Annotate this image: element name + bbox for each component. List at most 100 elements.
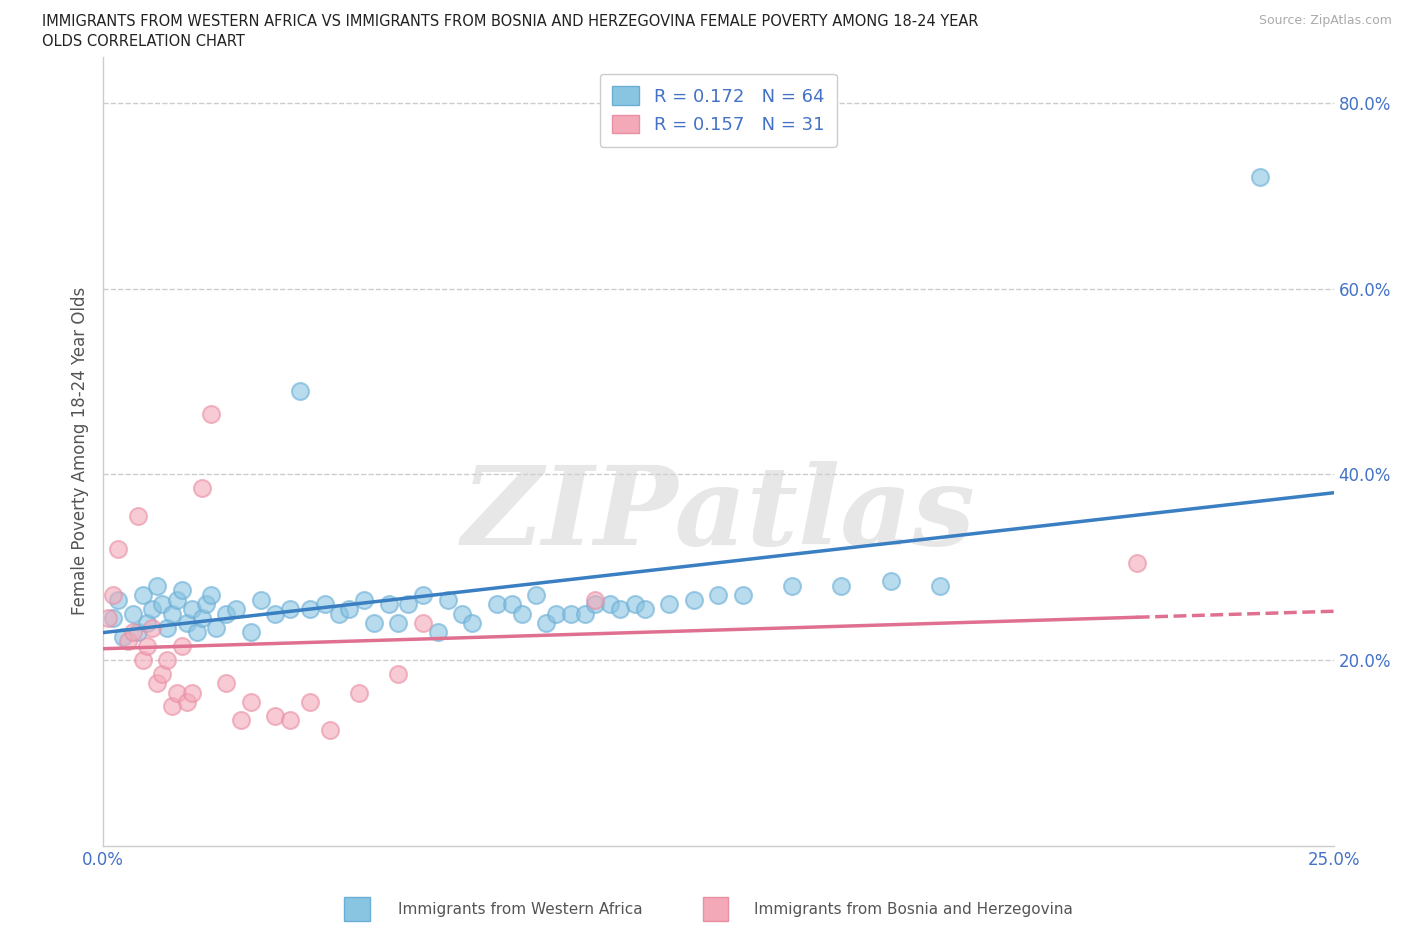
Point	[633, 602, 655, 617]
Text: Immigrants from Bosnia and Herzegovina: Immigrants from Bosnia and Herzegovina	[755, 902, 1073, 917]
Point	[150, 667, 173, 682]
Point	[239, 625, 262, 640]
Point	[141, 620, 163, 635]
Point	[436, 592, 458, 607]
Point	[180, 685, 202, 700]
Point	[830, 578, 852, 593]
Point	[412, 616, 434, 631]
Point	[583, 597, 606, 612]
Point	[707, 588, 730, 603]
Point	[180, 602, 202, 617]
Point	[288, 383, 311, 398]
Point	[101, 588, 124, 603]
Point	[1126, 555, 1149, 570]
Text: IMMIGRANTS FROM WESTERN AFRICA VS IMMIGRANTS FROM BOSNIA AND HERZEGOVINA FEMALE : IMMIGRANTS FROM WESTERN AFRICA VS IMMIGR…	[42, 14, 979, 29]
Point	[609, 602, 631, 617]
Point	[426, 625, 449, 640]
Point	[121, 606, 143, 621]
Point	[314, 597, 336, 612]
Point	[190, 481, 212, 496]
Point	[166, 592, 188, 607]
Point	[146, 676, 169, 691]
Point	[318, 723, 340, 737]
Point	[186, 625, 208, 640]
Text: ZIPatlas: ZIPatlas	[461, 460, 976, 568]
Point	[215, 606, 238, 621]
Point	[264, 709, 287, 724]
Point	[1249, 170, 1271, 185]
Point	[583, 592, 606, 607]
Legend: R = 0.172   N = 64, R = 0.157   N = 31: R = 0.172 N = 64, R = 0.157 N = 31	[600, 73, 837, 147]
Point	[136, 616, 159, 631]
Point	[160, 699, 183, 714]
Point	[412, 588, 434, 603]
Point	[278, 602, 301, 617]
Point	[170, 639, 193, 654]
Point	[170, 583, 193, 598]
Point	[560, 606, 582, 621]
Point	[731, 588, 754, 603]
Point	[485, 597, 508, 612]
Point	[658, 597, 681, 612]
Point	[136, 639, 159, 654]
Point	[623, 597, 645, 612]
Text: Immigrants from Western Africa: Immigrants from Western Africa	[398, 902, 643, 917]
Point	[176, 616, 198, 631]
Point	[107, 541, 129, 556]
Point	[121, 625, 143, 640]
Point	[166, 685, 188, 700]
Point	[141, 602, 163, 617]
Point	[278, 713, 301, 728]
Point	[879, 574, 901, 589]
Point	[97, 611, 120, 626]
Point	[353, 592, 375, 607]
Point	[451, 606, 474, 621]
Y-axis label: Female Poverty Among 18-24 Year Olds: Female Poverty Among 18-24 Year Olds	[72, 287, 89, 616]
Point	[239, 695, 262, 710]
Point	[780, 578, 803, 593]
Point	[215, 676, 238, 691]
Point	[127, 509, 149, 524]
Point	[111, 630, 134, 644]
Point	[396, 597, 419, 612]
Point	[387, 616, 409, 631]
Point	[107, 592, 129, 607]
Point	[510, 606, 533, 621]
Point	[131, 588, 153, 603]
Point	[127, 625, 149, 640]
Point	[160, 606, 183, 621]
Text: Source: ZipAtlas.com: Source: ZipAtlas.com	[1258, 14, 1392, 27]
Point	[190, 611, 212, 626]
Point	[534, 616, 557, 631]
Point	[195, 597, 218, 612]
Point	[131, 653, 153, 668]
Point	[337, 602, 360, 617]
Point	[544, 606, 567, 621]
Point	[229, 713, 252, 728]
Point	[599, 597, 621, 612]
Point	[156, 653, 179, 668]
Point	[225, 602, 247, 617]
Point	[387, 667, 409, 682]
Point	[264, 606, 287, 621]
Point	[928, 578, 950, 593]
Point	[574, 606, 596, 621]
Point	[146, 578, 169, 593]
Point	[501, 597, 523, 612]
Point	[205, 620, 228, 635]
Point	[682, 592, 704, 607]
Point	[363, 616, 385, 631]
Point	[328, 606, 350, 621]
Point	[150, 597, 173, 612]
Point	[298, 695, 321, 710]
Text: OLDS CORRELATION CHART: OLDS CORRELATION CHART	[42, 34, 245, 49]
Point	[249, 592, 271, 607]
Point	[117, 634, 139, 649]
Point	[200, 588, 222, 603]
Point	[524, 588, 547, 603]
Point	[298, 602, 321, 617]
Point	[347, 685, 370, 700]
Point	[461, 616, 484, 631]
Point	[101, 611, 124, 626]
Point	[377, 597, 399, 612]
